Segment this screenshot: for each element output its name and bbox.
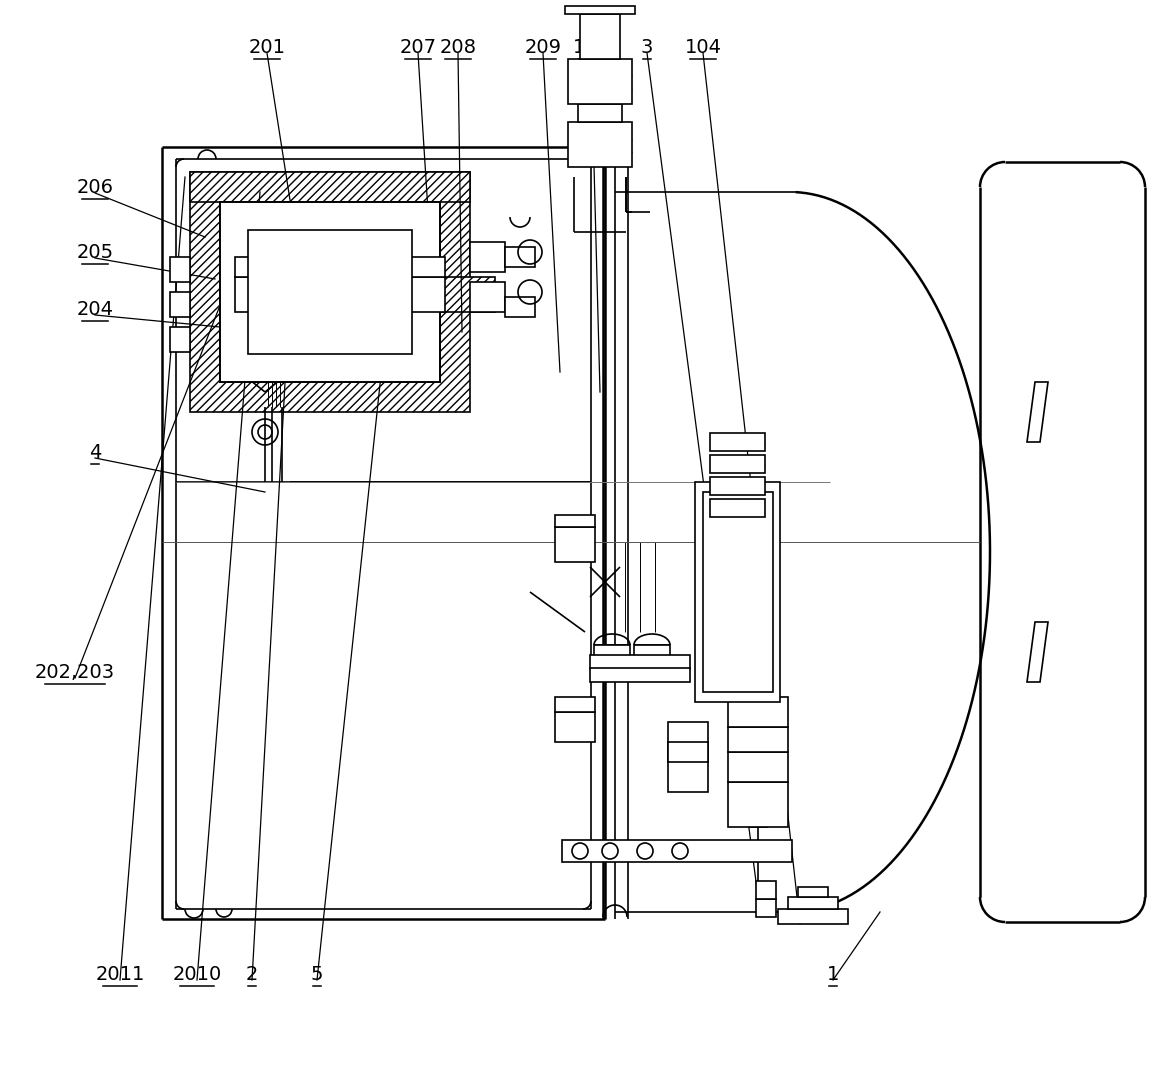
Bar xyxy=(728,697,788,727)
Polygon shape xyxy=(1027,382,1048,442)
Text: 201: 201 xyxy=(248,38,286,57)
Bar xyxy=(395,257,445,277)
Bar xyxy=(778,909,849,924)
Bar xyxy=(413,202,440,382)
Bar xyxy=(668,742,708,762)
Bar xyxy=(395,277,495,312)
Bar xyxy=(190,172,470,202)
Polygon shape xyxy=(1027,622,1048,682)
Bar xyxy=(728,781,788,827)
Bar xyxy=(710,433,765,451)
Bar xyxy=(568,122,632,167)
Bar xyxy=(563,840,792,862)
Bar xyxy=(668,723,708,792)
Bar xyxy=(568,59,632,104)
Bar xyxy=(710,498,765,517)
Bar xyxy=(594,645,631,657)
Bar xyxy=(634,645,670,657)
Bar xyxy=(236,257,250,277)
Bar xyxy=(556,527,595,562)
Bar xyxy=(470,242,505,272)
Bar xyxy=(470,282,505,312)
Bar xyxy=(756,899,776,917)
Text: 207: 207 xyxy=(400,38,436,57)
Text: 5: 5 xyxy=(311,965,323,984)
Bar xyxy=(505,247,534,267)
Bar xyxy=(710,477,765,495)
Bar xyxy=(248,230,413,354)
Text: 2: 2 xyxy=(246,965,258,984)
Text: 205: 205 xyxy=(76,243,114,262)
Bar xyxy=(756,881,776,899)
Text: 2010: 2010 xyxy=(172,965,222,984)
Bar xyxy=(190,172,470,412)
Text: 202,203: 202,203 xyxy=(35,662,115,682)
Bar xyxy=(395,277,445,312)
Bar xyxy=(220,202,440,230)
Bar xyxy=(285,277,335,312)
Text: 3: 3 xyxy=(641,38,653,57)
Bar xyxy=(695,482,781,702)
Text: 107: 107 xyxy=(572,38,609,57)
Bar xyxy=(710,455,765,473)
Text: 4: 4 xyxy=(89,443,101,462)
Bar xyxy=(798,887,827,897)
Bar xyxy=(578,104,622,122)
Bar xyxy=(220,202,248,382)
Text: 2011: 2011 xyxy=(95,965,144,984)
Bar xyxy=(728,751,788,781)
Bar xyxy=(580,14,620,59)
Text: 1: 1 xyxy=(826,965,839,984)
Bar xyxy=(556,712,595,742)
Text: 206: 206 xyxy=(76,178,114,197)
Bar xyxy=(170,257,190,282)
Bar xyxy=(565,6,635,14)
Bar xyxy=(220,202,440,382)
Bar xyxy=(556,697,595,712)
Text: 208: 208 xyxy=(440,38,477,57)
Bar xyxy=(170,327,190,352)
Bar xyxy=(170,292,190,317)
Bar xyxy=(728,727,788,751)
Bar xyxy=(590,655,690,669)
Text: 104: 104 xyxy=(684,38,722,57)
Bar xyxy=(220,354,440,382)
Text: 204: 204 xyxy=(76,300,114,319)
Bar xyxy=(236,277,285,312)
Bar xyxy=(236,277,335,312)
Bar xyxy=(260,257,275,277)
Bar xyxy=(590,668,690,682)
Bar xyxy=(220,202,440,382)
Bar xyxy=(505,297,534,317)
Bar xyxy=(788,897,838,909)
Bar xyxy=(556,515,595,527)
Text: 209: 209 xyxy=(525,38,561,57)
Bar xyxy=(703,492,774,693)
